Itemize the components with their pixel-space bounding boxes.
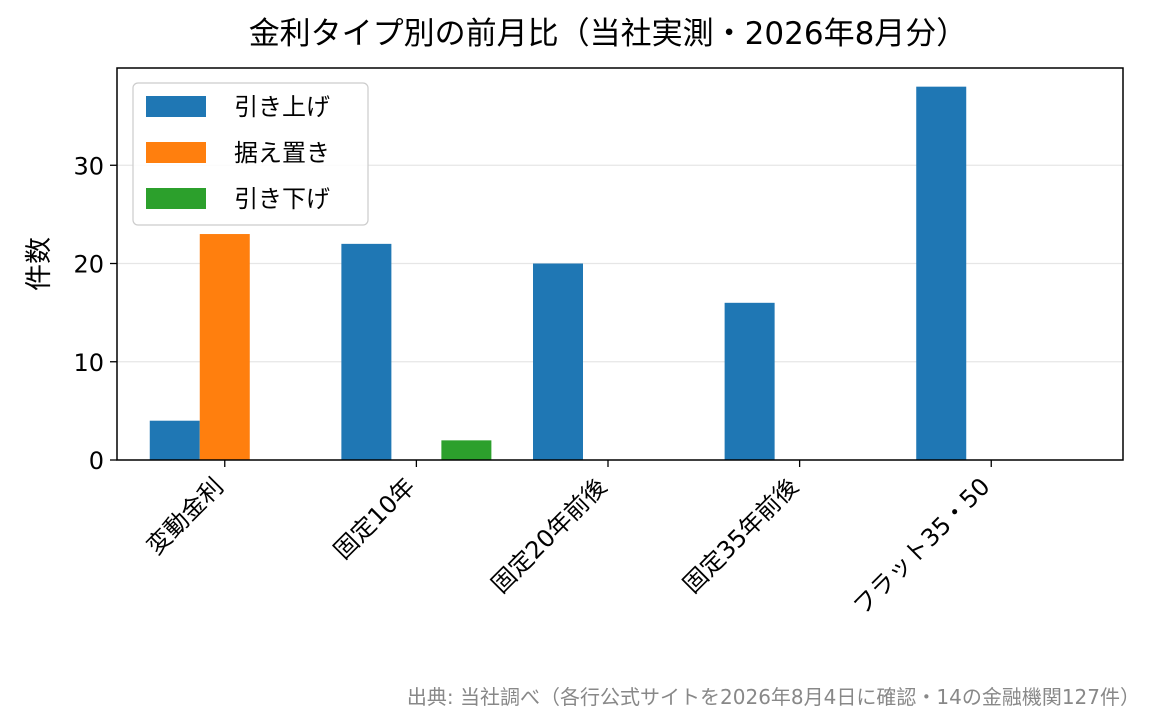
legend-label-raise: 引き上げ [234,93,330,121]
legend-swatch-hold [146,142,206,163]
x-tick-label: 固定20年前後 [486,472,612,598]
bar-0-4 [916,86,967,461]
x-tick-label: 固定35年前後 [678,472,804,598]
legend-label-hold: 据え置き [234,139,330,167]
bar-2-1 [441,440,492,460]
bar-0-1 [341,243,392,460]
legend-swatch-lower [146,188,206,209]
y-tick-label: 20 [73,251,104,279]
x-tick-label: 変動金利 [141,472,229,560]
bar-0-0 [149,420,200,460]
y-axis-label: 件数 [24,237,55,291]
source-note: 出典: 当社調べ（各行公式サイトを2026年8月4日に確認・14の金融機関127… [407,685,1140,709]
bars [149,86,967,461]
y-tick-label: 30 [73,152,104,180]
bar-0-2 [533,263,583,460]
legend-label-lower: 引き下げ [234,185,330,213]
x-axis: 変動金利 固定10年 固定20年前後 固定35年前後 フラット35・50 [141,460,995,620]
y-axis: 0 10 20 30 [73,152,117,475]
bar-0-3 [724,302,775,460]
legend-swatch-raise [146,96,206,117]
y-tick-label: 10 [73,349,104,377]
bar-1-0 [199,234,250,460]
x-tick-label: フラット35・50 [848,472,996,620]
legend: 引き上げ 据え置き 引き下げ [132,82,369,226]
y-tick-label: 0 [89,447,104,475]
chart-title: 金利タイプ別の前月比（当社実測・2026年8月分） [249,16,968,52]
x-tick-label: 固定10年 [328,472,420,564]
